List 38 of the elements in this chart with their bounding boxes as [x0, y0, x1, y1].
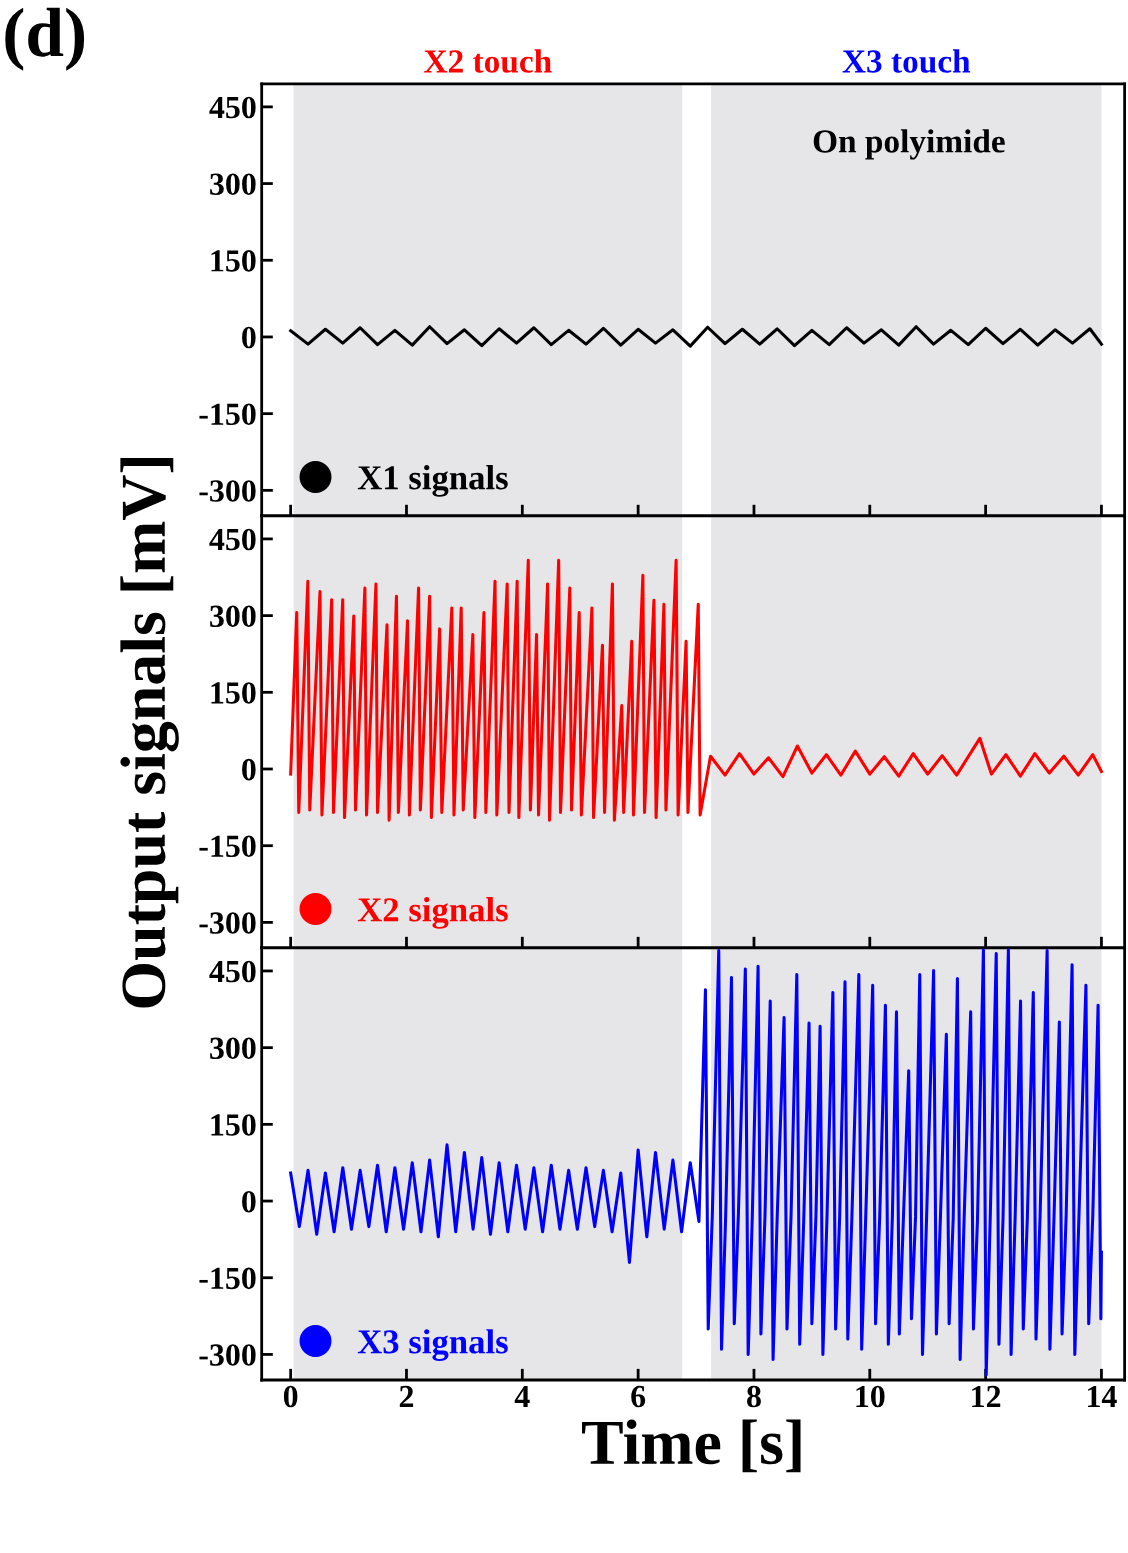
line-series	[289, 948, 1103, 1377]
y-axis-title: Output signals [mV]	[120, 457, 179, 1008]
y-tick-label: 150	[211, 1114, 256, 1136]
x-tick-label: 10	[856, 1385, 885, 1408]
y-tick-label: -300	[199, 1344, 256, 1366]
y-tick-label: 150	[211, 250, 256, 272]
legend-label: X1 signals	[357, 465, 508, 497]
y-tick-label: 450	[209, 528, 256, 551]
y-tick-label: -300	[199, 912, 256, 934]
y-tick-label: 0	[242, 326, 256, 349]
x-tick-label: 2	[399, 1385, 414, 1408]
text: (d)	[5, 7, 85, 71]
y-tick-label: 0	[242, 1190, 256, 1213]
y-tick-label: 0	[242, 758, 256, 781]
annotation: On polyimide	[813, 129, 1005, 160]
y-tick-label: -150	[199, 1267, 256, 1290]
x-axis-title: Time [s]	[582, 1419, 801, 1473]
y-tick-label: -150	[199, 403, 256, 426]
y-tick-label: 300	[210, 605, 256, 628]
y-tick-label: -150	[199, 835, 256, 858]
x-tick-label: 0	[283, 1385, 298, 1408]
y-tick-label: 450	[209, 960, 256, 983]
x-tick-label: 8	[747, 1385, 761, 1408]
line-series	[289, 558, 1103, 822]
x-tick-label: 12	[972, 1385, 1001, 1408]
y-tick-label: 300	[210, 173, 256, 195]
x-tick-label: 4	[514, 1385, 530, 1408]
y-tick-label: -300	[199, 480, 256, 502]
x-tick-label: 14	[1088, 1385, 1117, 1408]
x-tick-label: 6	[631, 1385, 646, 1408]
y-tick-label: 450	[209, 96, 256, 119]
legend-label: X2 signals	[357, 897, 508, 929]
band-label: X2 touch	[424, 49, 552, 73]
y-tick-label: 300	[210, 1037, 256, 1060]
band-label: X3 touch	[842, 49, 971, 73]
line-series	[289, 325, 1103, 348]
y-tick-label: 150	[211, 682, 256, 704]
legend-label: X3 signals	[357, 1329, 508, 1361]
